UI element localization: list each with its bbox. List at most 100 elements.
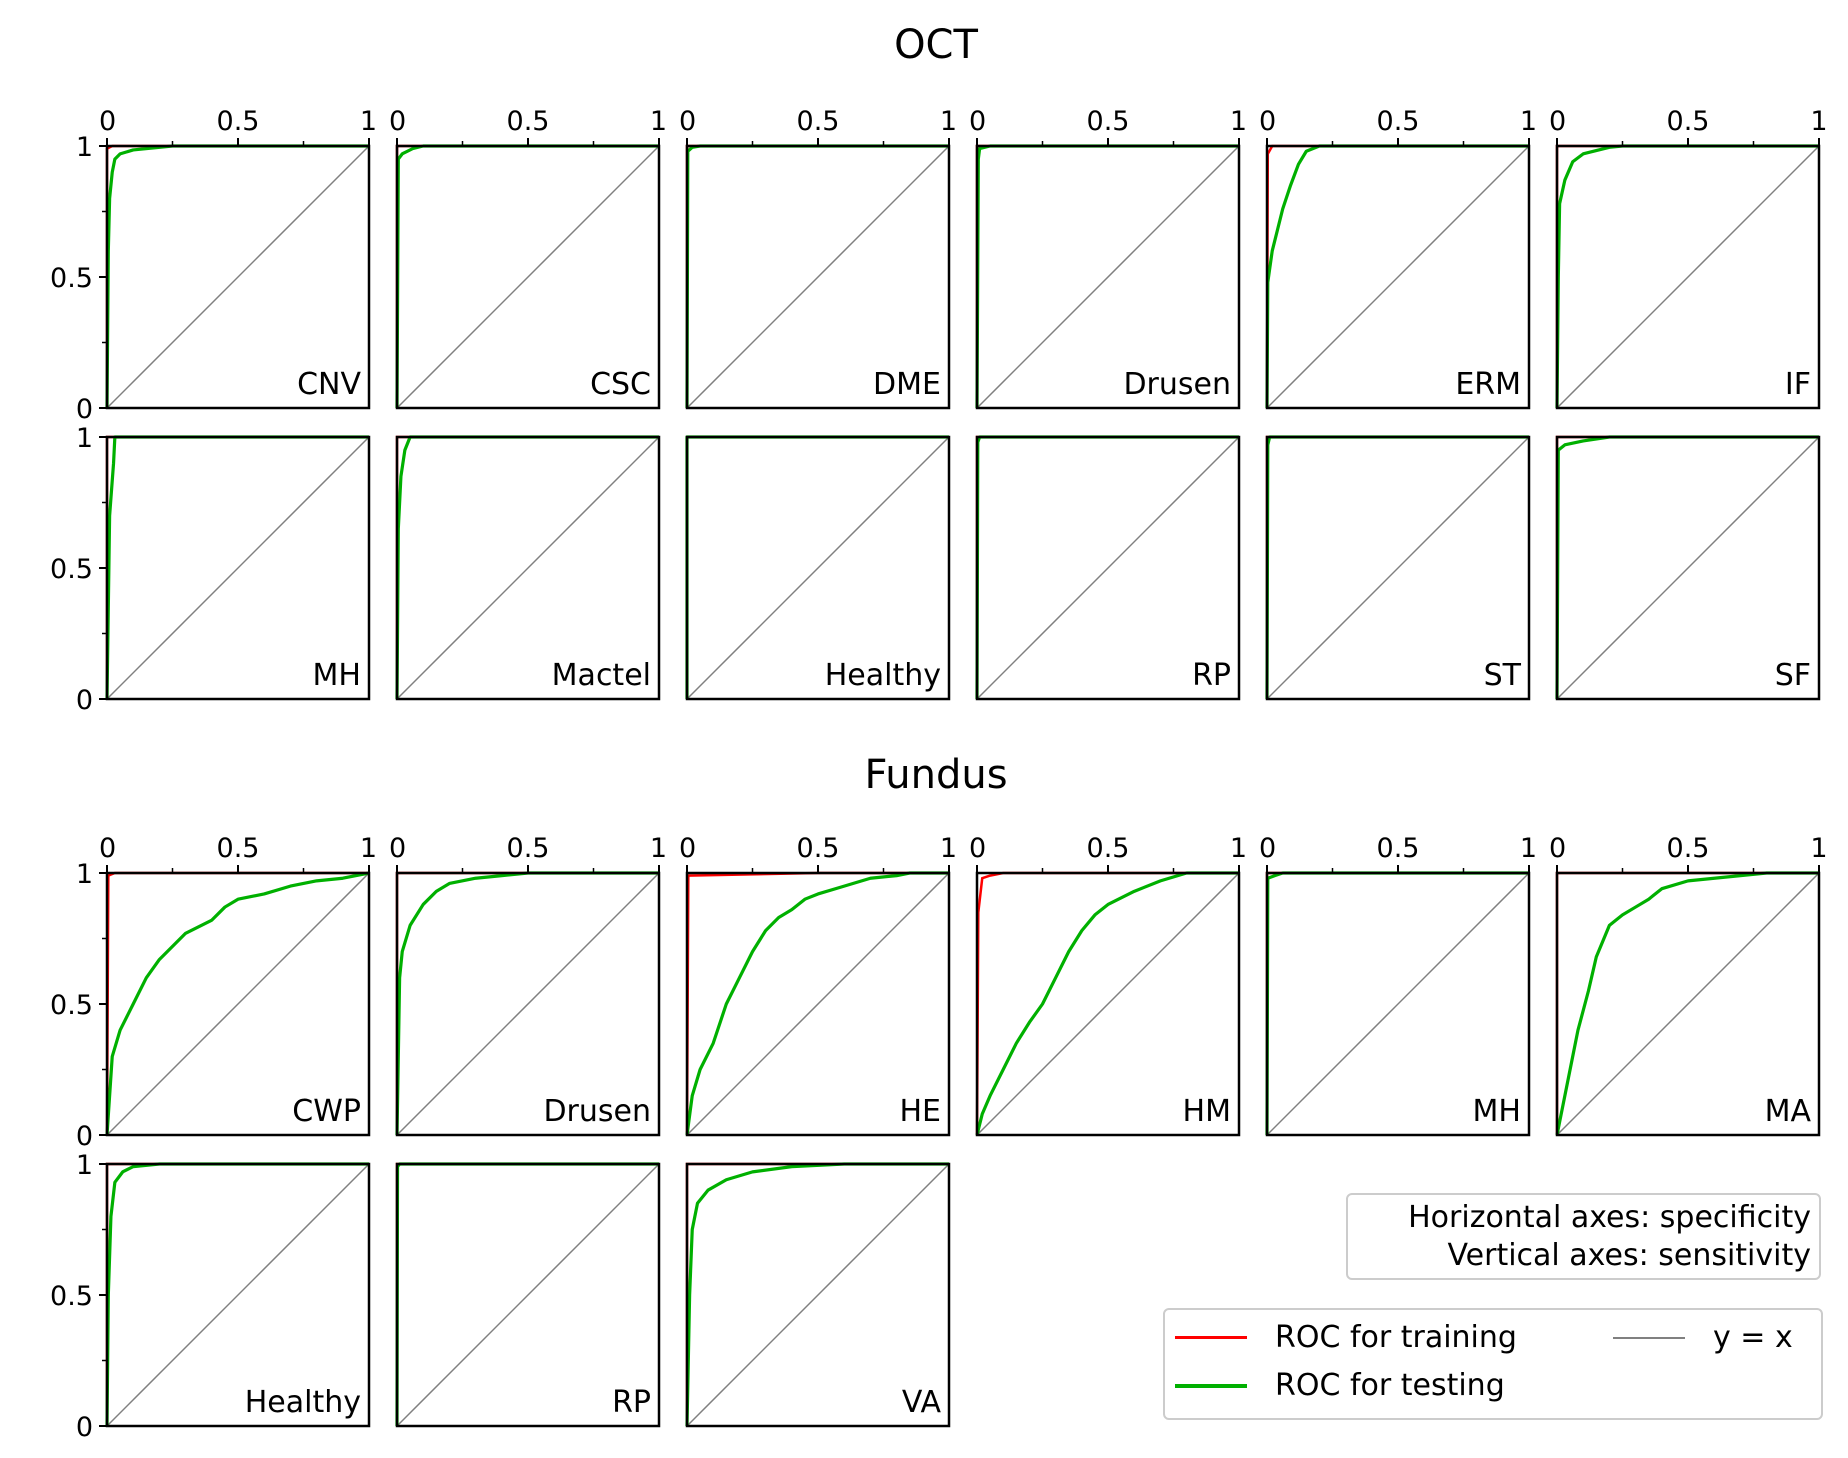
panel-label: MA <box>1765 1094 1812 1129</box>
panel-frame <box>685 1162 951 1428</box>
axes-note: Horizontal axes: specificity Vertical ax… <box>1346 1193 1821 1280</box>
diagonal-line <box>686 436 950 700</box>
panel-frame <box>1265 435 1531 701</box>
diagonal-line <box>686 872 950 1136</box>
panel-label: CSC <box>590 367 651 402</box>
x-tick-label: 1 <box>1230 833 1247 864</box>
x-tick-label: 0.5 <box>797 106 840 137</box>
x-tick-label: 0 <box>679 833 696 864</box>
x-tick-label: 0.5 <box>1667 833 1710 864</box>
x-tick-label: 0.5 <box>217 106 260 137</box>
diagonal-line <box>396 145 660 409</box>
diagonal-line <box>976 145 1240 409</box>
x-tick-label: 0.5 <box>217 833 260 864</box>
roc-panel-fundus-rp: RP <box>395 1162 661 1428</box>
diagonal-line <box>106 872 370 1136</box>
x-tick-label: 0.5 <box>1377 106 1420 137</box>
x-tick-label: 1 <box>1230 106 1247 137</box>
y-tick-label: 0.5 <box>50 1281 93 1312</box>
legend: ROC for training ROC for testing y = x <box>1163 1308 1823 1420</box>
diagonal-line <box>106 145 370 409</box>
y-tick-label: 1 <box>76 1150 93 1181</box>
roc-panel-oct-sf: SF <box>1555 435 1821 701</box>
panel-label: Drusen <box>1123 367 1231 402</box>
x-tick-label: 0 <box>1549 833 1566 864</box>
roc-panel-oct-mh: MH 0 0.5 1 <box>50 423 371 716</box>
x-tick-label: 0 <box>389 833 406 864</box>
panel-frame <box>685 435 951 701</box>
diagonal-line <box>396 1163 660 1427</box>
roc-panel-oct-drusen: Drusen 0 0.5 1 <box>969 106 1247 410</box>
roc-test-curve <box>685 1162 949 1427</box>
x-tick-label: 1 <box>650 106 667 137</box>
panel-label: Healthy <box>825 658 941 693</box>
x-tick-label: 1 <box>360 833 377 864</box>
legend-label-diagonal: y = x <box>1713 1320 1793 1355</box>
legend-label-testing: ROC for testing <box>1275 1368 1505 1403</box>
roc-test-curve <box>1555 871 1819 1136</box>
section-title-fundus: Fundus <box>864 752 1007 798</box>
x-tick-label: 0 <box>969 833 986 864</box>
x-tick-label: 0.5 <box>1087 106 1130 137</box>
x-tick-label: 0.5 <box>1667 106 1710 137</box>
y-tick-label: 0 <box>76 1412 93 1443</box>
diagonal-line <box>976 872 1240 1136</box>
panel-label: HM <box>1183 1094 1231 1129</box>
x-tick-label: 0 <box>1259 833 1276 864</box>
diagonal-line <box>686 1163 950 1427</box>
roc-test-curve <box>395 871 659 1136</box>
panel-label: ERM <box>1455 367 1521 402</box>
x-tick-label: 0.5 <box>1377 833 1420 864</box>
panel-label: Drusen <box>543 1094 651 1129</box>
panel-label: ST <box>1484 658 1522 693</box>
y-tick-label: 0.5 <box>50 263 93 294</box>
legend-swatch-testing <box>1175 1383 1247 1388</box>
x-tick-label: 1 <box>940 106 957 137</box>
x-tick-label: 1 <box>940 833 957 864</box>
x-tick-label: 1 <box>650 833 667 864</box>
legend-swatch-diagonal <box>1613 1336 1685 1339</box>
roc-test-curve <box>685 871 949 1136</box>
roc-panel-oct-st: ST <box>1265 435 1531 701</box>
axes-note-horizontal: Horizontal axes: specificity <box>1408 1200 1811 1235</box>
diagonal-line <box>1556 436 1820 700</box>
roc-panel-fundus-hm: HM 0 0.5 1 <box>969 833 1247 1137</box>
panel-label: RP <box>1192 658 1231 693</box>
x-tick-label: 1 <box>1520 106 1537 137</box>
x-tick-label: 0 <box>679 106 696 137</box>
legend-label-training: ROC for training <box>1275 1320 1517 1355</box>
panel-label: VA <box>902 1385 942 1420</box>
legend-swatch-training <box>1175 1336 1247 1339</box>
panel-frame <box>395 1162 661 1428</box>
x-tick-label: 0.5 <box>507 106 550 137</box>
diagonal-line <box>1266 145 1530 409</box>
roc-panel-oct-mactel: Mactel <box>395 435 661 701</box>
x-tick-label: 0.5 <box>797 833 840 864</box>
panel-label: RP <box>612 1385 651 1420</box>
roc-panel-fundus-mh: MH 0 0.5 1 <box>1259 833 1537 1137</box>
y-tick-label: 1 <box>76 132 93 163</box>
panel-label: IF <box>1785 367 1811 402</box>
y-tick-label: 0 <box>76 394 93 425</box>
diagonal-line <box>976 436 1240 700</box>
roc-panel-oct-healthy: Healthy <box>685 435 951 701</box>
legend-item-training: ROC for training <box>1175 1320 1517 1355</box>
panel-label: DME <box>873 367 941 402</box>
y-tick-label: 0.5 <box>50 554 93 585</box>
panel-frame <box>975 435 1241 701</box>
legend-item-testing: ROC for testing <box>1175 1368 1505 1403</box>
panel-label: Mactel <box>552 658 651 693</box>
x-tick-label: 0 <box>1549 106 1566 137</box>
roc-panel-fundus-ma: MA 0 0.5 1 <box>1549 833 1828 1137</box>
panel-label: HE <box>899 1094 941 1129</box>
roc-test-curve <box>105 144 369 409</box>
roc-panel-fundus-va: VA <box>685 1162 951 1428</box>
x-tick-label: 1 <box>1810 106 1827 137</box>
x-tick-label: 0 <box>389 106 406 137</box>
diagonal-line <box>396 872 660 1136</box>
y-tick-label: 0 <box>76 1121 93 1152</box>
roc-test-curve <box>1265 144 1529 409</box>
x-tick-label: 1 <box>1810 833 1827 864</box>
